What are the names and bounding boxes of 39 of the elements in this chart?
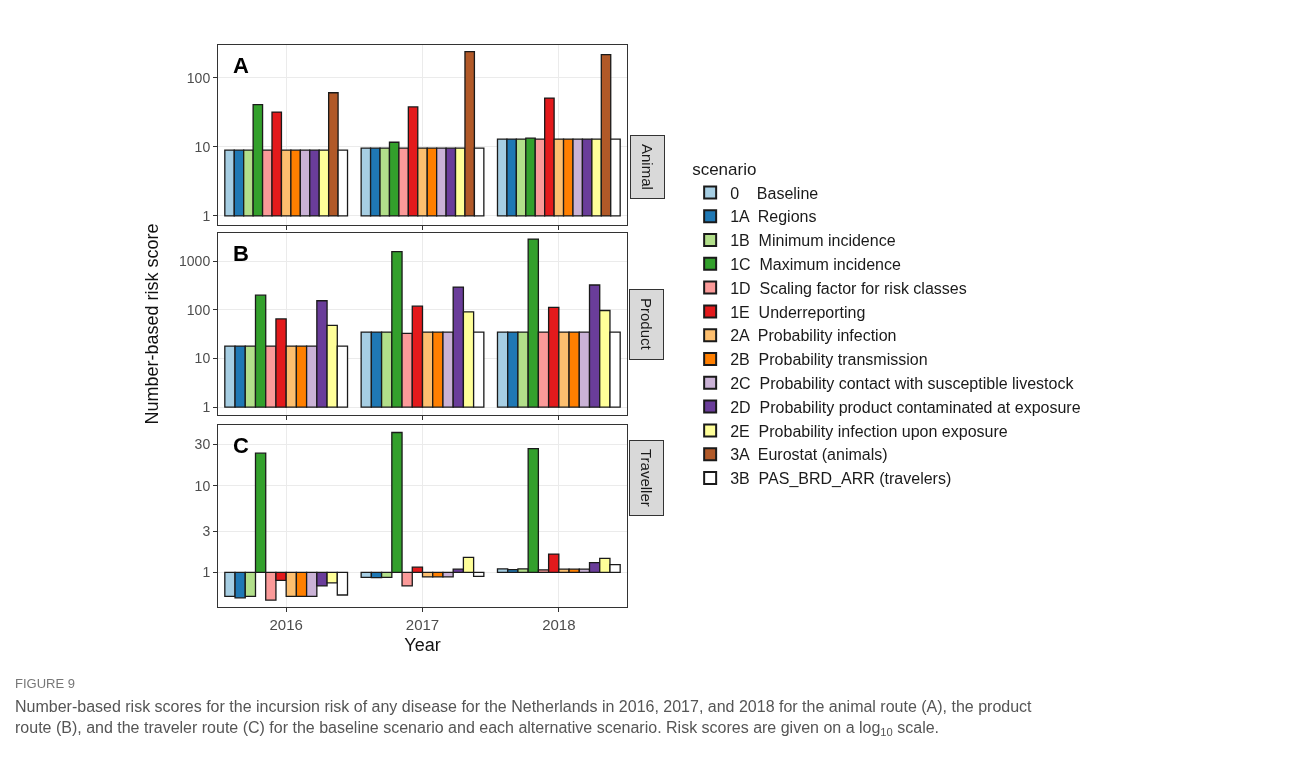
- y-tick-label: 10: [194, 350, 211, 367]
- y-tick-label: 100: [186, 301, 211, 318]
- legend-label: 2D Probability product contaminated at exposure: [730, 398, 1081, 416]
- legend-label: 2B Probability transmission: [730, 351, 928, 369]
- legend-label: 2E Probability infection upon exposure: [730, 422, 1008, 440]
- legend-label: 3B PAS_BRD_ARR (travelers): [730, 470, 952, 489]
- y-tick-label: 10: [194, 138, 211, 155]
- legend-label: 2A Probability infection: [730, 327, 897, 345]
- text: Number-based risk scores for the incursion risk of any disease for the Netherlands in 2016, 2017, and 2018 for the animal route (A), the product: [15, 698, 1033, 715]
- y-tick-label: 1: [202, 564, 211, 581]
- text: route (B), and the traveler route (C) for the baseline scenario and each alternative scenario. Risk scores are given on a log$_{10}$ scale.: [15, 719, 940, 739]
- y-tick-label: 1: [202, 207, 211, 224]
- x-tick-label: 2016: [269, 616, 303, 633]
- legend-label: 3A Eurostat (animals): [730, 446, 888, 464]
- legend-title: scenario: [692, 160, 757, 180]
- legend-label: 0 Baseline: [730, 184, 819, 202]
- legend-label: 1D Scaling factor for risk classes: [730, 279, 967, 297]
- annotation: C: [233, 433, 249, 458]
- x-tick-label: 2018: [542, 616, 576, 633]
- legend-label: 2C Probability contact with susceptible livestock: [730, 375, 1075, 393]
- legend-label: 1E Underreporting: [730, 303, 866, 321]
- caption: FIGURE 9: [15, 676, 75, 691]
- y-tick-label: 10: [194, 477, 211, 494]
- y-tick-label: 1000: [179, 253, 211, 270]
- text: Product: [638, 298, 655, 351]
- x-axis-title: Year: [404, 635, 441, 656]
- y-tick-label: 100: [186, 69, 211, 86]
- x-tick-label: 2017: [405, 616, 440, 633]
- legend-label: 1C Maximum incidence: [730, 256, 901, 274]
- y-tick-label: 30: [194, 436, 211, 453]
- y-tick-label: 1: [202, 399, 211, 416]
- text: Animal: [639, 144, 656, 190]
- legend-label: 1A Regions: [730, 208, 817, 226]
- y-axis-title: Number-based risk score: [142, 223, 163, 425]
- text: Traveller: [638, 449, 655, 507]
- y-tick-label: 3: [202, 522, 211, 539]
- legend-label: 1B Minimum incidence: [730, 232, 896, 250]
- annotation: A: [233, 53, 249, 78]
- annotation: B: [233, 241, 249, 266]
